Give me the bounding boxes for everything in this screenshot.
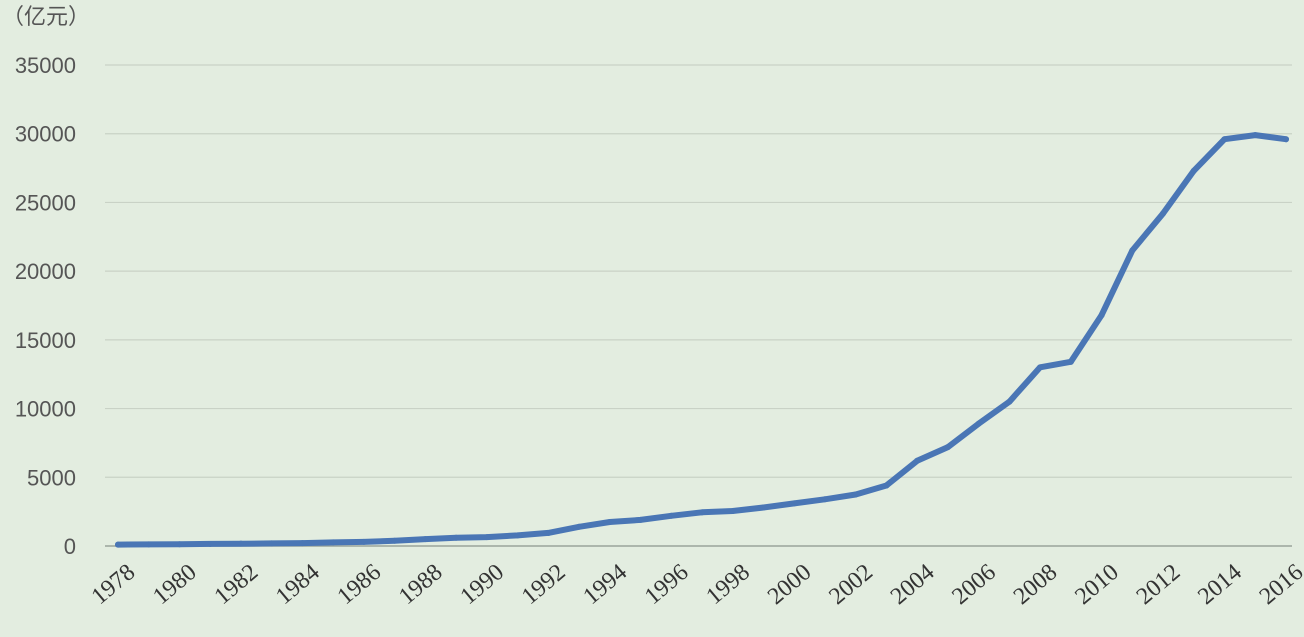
y-tick-label: 15000 — [15, 328, 76, 353]
x-tick-label: 2004 — [886, 559, 939, 610]
x-tick-label: 2000 — [763, 559, 816, 610]
data-point — [606, 518, 613, 525]
data-point — [1037, 364, 1044, 371]
data-point — [1129, 247, 1136, 254]
x-tick-label: 1998 — [701, 559, 754, 610]
data-point — [422, 536, 429, 543]
data-point — [791, 500, 798, 507]
data-point — [545, 529, 552, 536]
y-tick-label: 10000 — [15, 397, 76, 422]
x-tick-label: 1982 — [210, 559, 263, 610]
data-point — [1252, 132, 1259, 139]
data-point — [883, 482, 890, 489]
y-unit-label: （亿元） — [2, 4, 90, 29]
data-point — [237, 540, 244, 547]
data-point — [729, 507, 736, 514]
y-tick-label: 20000 — [15, 259, 76, 284]
y-tick-label: 25000 — [15, 190, 76, 215]
data-point — [576, 523, 583, 530]
data-point — [330, 539, 337, 546]
x-tick-label: 1996 — [640, 559, 693, 610]
y-tick-label: 30000 — [15, 122, 76, 147]
x-tick-label: 1980 — [148, 559, 201, 610]
data-point — [668, 512, 675, 519]
data-point — [514, 532, 521, 539]
data-point — [115, 541, 121, 548]
x-tick-label: 2002 — [824, 559, 877, 610]
data-point — [1190, 167, 1197, 174]
x-tick-label: 2014 — [1193, 559, 1246, 610]
data-point — [760, 504, 767, 511]
y-tick-label: 5000 — [27, 465, 76, 490]
data-point — [483, 534, 490, 541]
data-point — [268, 540, 275, 547]
x-tick-label: 2006 — [947, 559, 1000, 610]
data-point — [914, 457, 921, 464]
data-point — [821, 496, 828, 503]
x-tick-label: 2008 — [1009, 559, 1062, 610]
series-points-0 — [115, 132, 1289, 548]
series-group — [115, 132, 1289, 548]
data-point — [1221, 136, 1228, 143]
x-tick-label: 1992 — [517, 559, 570, 610]
x-tick-label: 1990 — [456, 559, 509, 610]
data-point — [1098, 312, 1105, 319]
data-point — [975, 420, 982, 427]
y-tick-label: 35000 — [15, 53, 76, 78]
data-point — [699, 509, 705, 516]
gridlines — [105, 64, 1292, 478]
x-tick-label: 1994 — [579, 559, 632, 610]
data-point — [637, 516, 644, 523]
data-point — [360, 538, 367, 545]
y-tick-label: 0 — [64, 534, 76, 559]
x-tick-label: 2012 — [1132, 559, 1185, 610]
data-point — [145, 541, 152, 548]
data-point — [1283, 136, 1289, 143]
data-point — [299, 540, 306, 547]
x-tick-label: 1988 — [394, 559, 447, 610]
data-point — [852, 491, 859, 498]
data-point — [207, 540, 214, 547]
x-tick-label: 1978 — [87, 559, 140, 610]
x-tick-label: 2010 — [1070, 559, 1123, 610]
x-tick-label: 2016 — [1255, 559, 1304, 610]
data-point — [391, 537, 398, 544]
data-point — [944, 444, 951, 451]
y-tick-labels: 0 5000 10000 15000 20000 25000 30000 35000 — [15, 53, 76, 559]
data-point — [1006, 398, 1013, 405]
data-point — [453, 534, 460, 541]
x-tick-label: 1984 — [271, 559, 324, 610]
data-point — [1160, 210, 1167, 217]
x-tick-label: 1986 — [333, 559, 386, 610]
data-point — [1067, 358, 1074, 365]
x-tick-labels: 1978 1980 1982 1984 1986 1988 1990 1992 1994 1996… — [87, 559, 1304, 610]
data-point — [176, 541, 183, 548]
